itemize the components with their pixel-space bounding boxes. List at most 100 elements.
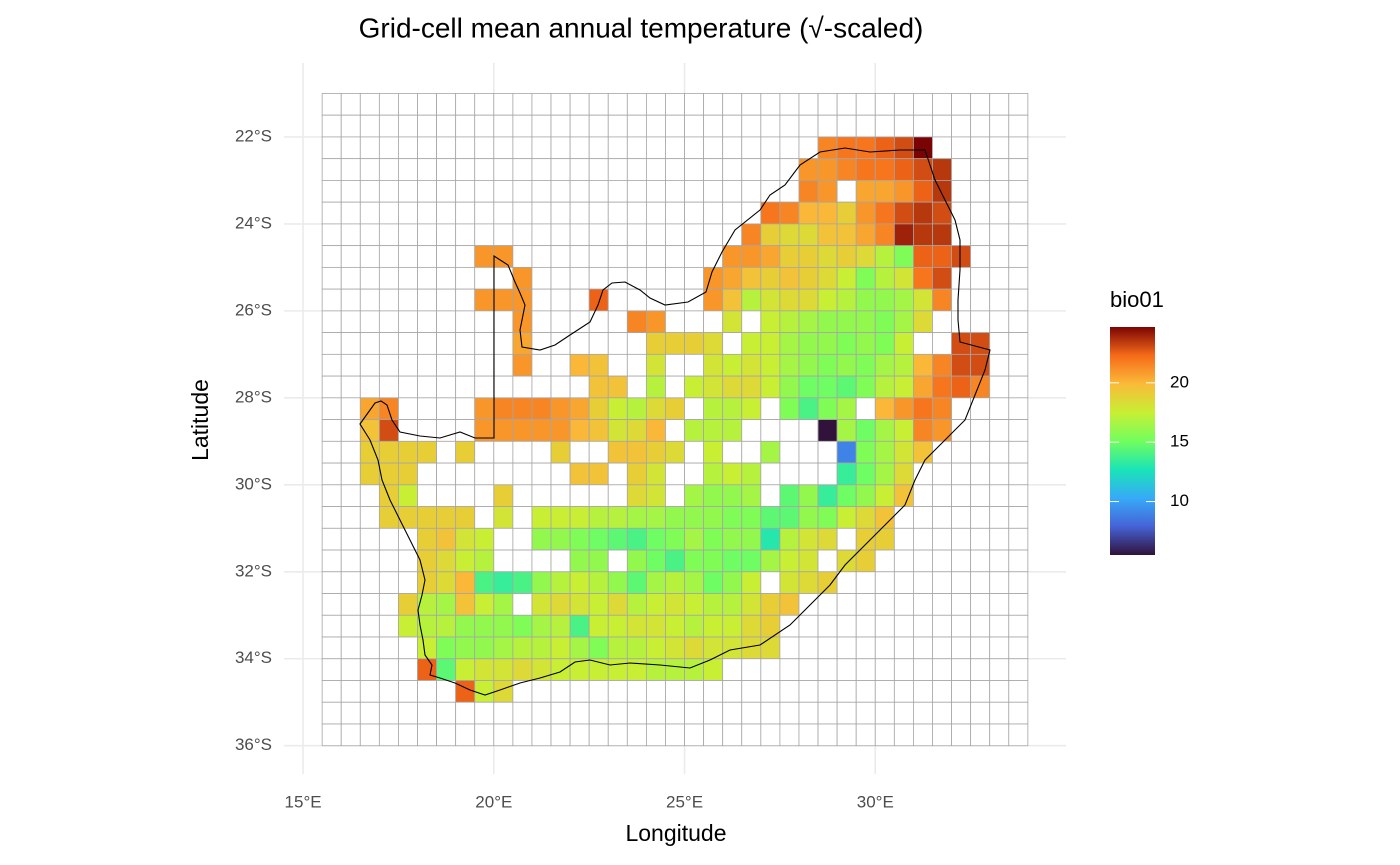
cell	[951, 245, 972, 268]
empty-cell	[569, 136, 590, 160]
cell	[474, 245, 495, 268]
cell	[932, 375, 952, 399]
empty-cell	[378, 201, 399, 225]
cell	[855, 180, 876, 203]
empty-cell	[455, 114, 476, 138]
cell	[779, 245, 800, 268]
cell	[436, 658, 457, 681]
cell	[493, 658, 514, 681]
empty-cell	[512, 506, 533, 529]
empty-cell	[321, 397, 342, 420]
cell	[874, 332, 895, 355]
empty-cell	[1008, 332, 1029, 355]
empty-cell	[607, 484, 628, 507]
empty-cell	[359, 484, 380, 507]
empty-cell	[798, 701, 819, 725]
cell	[378, 397, 399, 420]
cell	[512, 571, 533, 594]
empty-cell	[531, 332, 552, 355]
empty-cell	[798, 419, 819, 442]
cell	[569, 571, 590, 594]
empty-cell	[798, 593, 819, 616]
cell	[665, 506, 685, 529]
empty-cell	[436, 440, 457, 464]
empty-cell	[855, 636, 876, 660]
empty-cell	[760, 680, 781, 703]
empty-cell	[512, 549, 533, 573]
empty-cell	[626, 114, 647, 138]
cell	[550, 527, 571, 551]
empty-cell	[665, 136, 685, 160]
empty-cell	[359, 180, 380, 203]
empty-cell	[703, 180, 724, 203]
cell	[626, 527, 647, 551]
empty-cell	[684, 680, 705, 703]
empty-cell	[989, 723, 1010, 747]
empty-cell	[359, 223, 380, 247]
cell	[550, 440, 571, 464]
empty-cell	[588, 136, 609, 160]
empty-cell	[359, 201, 380, 225]
empty-cell	[340, 462, 361, 486]
empty-cell	[512, 723, 533, 747]
empty-cell	[359, 136, 380, 160]
cell	[703, 571, 724, 594]
empty-cell	[741, 114, 762, 138]
cell	[703, 375, 724, 399]
empty-cell	[798, 114, 819, 138]
empty-cell	[951, 506, 972, 529]
empty-cell	[340, 310, 361, 334]
cell	[512, 310, 533, 334]
empty-cell	[512, 440, 533, 464]
empty-cell	[684, 723, 705, 747]
empty-cell	[855, 701, 876, 725]
cell	[932, 245, 952, 268]
empty-cell	[531, 462, 552, 486]
empty-cell	[455, 93, 476, 116]
empty-cell	[970, 614, 991, 638]
empty-cell	[989, 180, 1010, 203]
empty-cell	[340, 680, 361, 703]
cell	[874, 223, 895, 247]
empty-cell	[455, 201, 476, 225]
cell	[760, 636, 781, 660]
empty-cell	[913, 593, 933, 616]
empty-cell	[359, 527, 380, 551]
cell	[932, 158, 952, 181]
empty-cell	[531, 680, 552, 703]
empty-cell	[512, 680, 533, 703]
cell	[512, 332, 533, 355]
empty-cell	[760, 93, 781, 116]
empty-cell	[989, 593, 1010, 616]
x-axis-label: Longitude	[625, 820, 726, 846]
empty-cell	[817, 93, 838, 116]
empty-cell	[512, 701, 533, 725]
cell	[893, 310, 914, 334]
empty-cell	[970, 506, 991, 529]
empty-cell	[550, 353, 571, 377]
cell	[398, 593, 418, 616]
empty-cell	[893, 593, 914, 616]
y-tick-label: 36°S	[235, 735, 272, 754]
empty-cell	[989, 462, 1010, 486]
cell	[836, 549, 857, 573]
empty-cell	[874, 723, 895, 747]
cell	[607, 375, 628, 399]
cell	[913, 375, 933, 399]
cell	[665, 593, 685, 616]
empty-cell	[779, 419, 800, 442]
empty-cell	[569, 266, 590, 290]
empty-cell	[779, 114, 800, 138]
empty-cell	[665, 701, 685, 725]
cell	[474, 288, 495, 312]
cell	[779, 332, 800, 355]
empty-cell	[741, 419, 762, 442]
empty-cell	[436, 288, 457, 312]
empty-cell	[893, 636, 914, 660]
cell	[474, 680, 495, 703]
empty-cell	[378, 158, 399, 181]
empty-cell	[398, 136, 418, 160]
empty-cell	[359, 571, 380, 594]
empty-cell	[569, 375, 590, 399]
empty-cell	[474, 723, 495, 747]
